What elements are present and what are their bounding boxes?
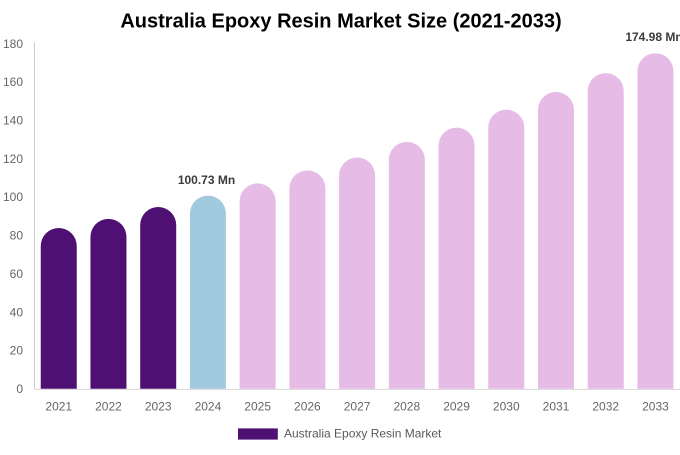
svg-text:80: 80 — [10, 229, 24, 243]
svg-text:40: 40 — [10, 305, 24, 319]
svg-text:2032: 2032 — [592, 400, 619, 414]
svg-text:174.98 Mn: 174.98 Mn — [625, 30, 680, 44]
svg-text:140: 140 — [3, 113, 23, 127]
svg-text:100.73 Mn: 100.73 Mn — [178, 173, 235, 187]
svg-text:2021: 2021 — [45, 400, 72, 414]
svg-text:2024: 2024 — [195, 400, 222, 414]
svg-text:2033: 2033 — [642, 400, 669, 414]
svg-text:Australia Epoxy Resin Market: Australia Epoxy Resin Market — [284, 427, 442, 441]
svg-text:2030: 2030 — [493, 400, 520, 414]
svg-text:2029: 2029 — [443, 400, 470, 414]
svg-text:2025: 2025 — [244, 400, 271, 414]
svg-text:60: 60 — [10, 267, 24, 281]
svg-text:100: 100 — [3, 190, 23, 204]
svg-text:180: 180 — [3, 37, 23, 51]
svg-text:120: 120 — [3, 152, 23, 166]
svg-text:Australia Epoxy Resin Market S: Australia Epoxy Resin Market Size (2021-… — [120, 10, 561, 32]
svg-text:2026: 2026 — [294, 400, 321, 414]
svg-text:2028: 2028 — [393, 400, 420, 414]
svg-text:2022: 2022 — [95, 400, 122, 414]
svg-text:0: 0 — [16, 382, 23, 396]
svg-text:20: 20 — [10, 344, 24, 358]
svg-text:2023: 2023 — [145, 400, 172, 414]
svg-text:2031: 2031 — [543, 400, 570, 414]
svg-text:160: 160 — [3, 75, 23, 89]
svg-text:2027: 2027 — [344, 400, 371, 414]
